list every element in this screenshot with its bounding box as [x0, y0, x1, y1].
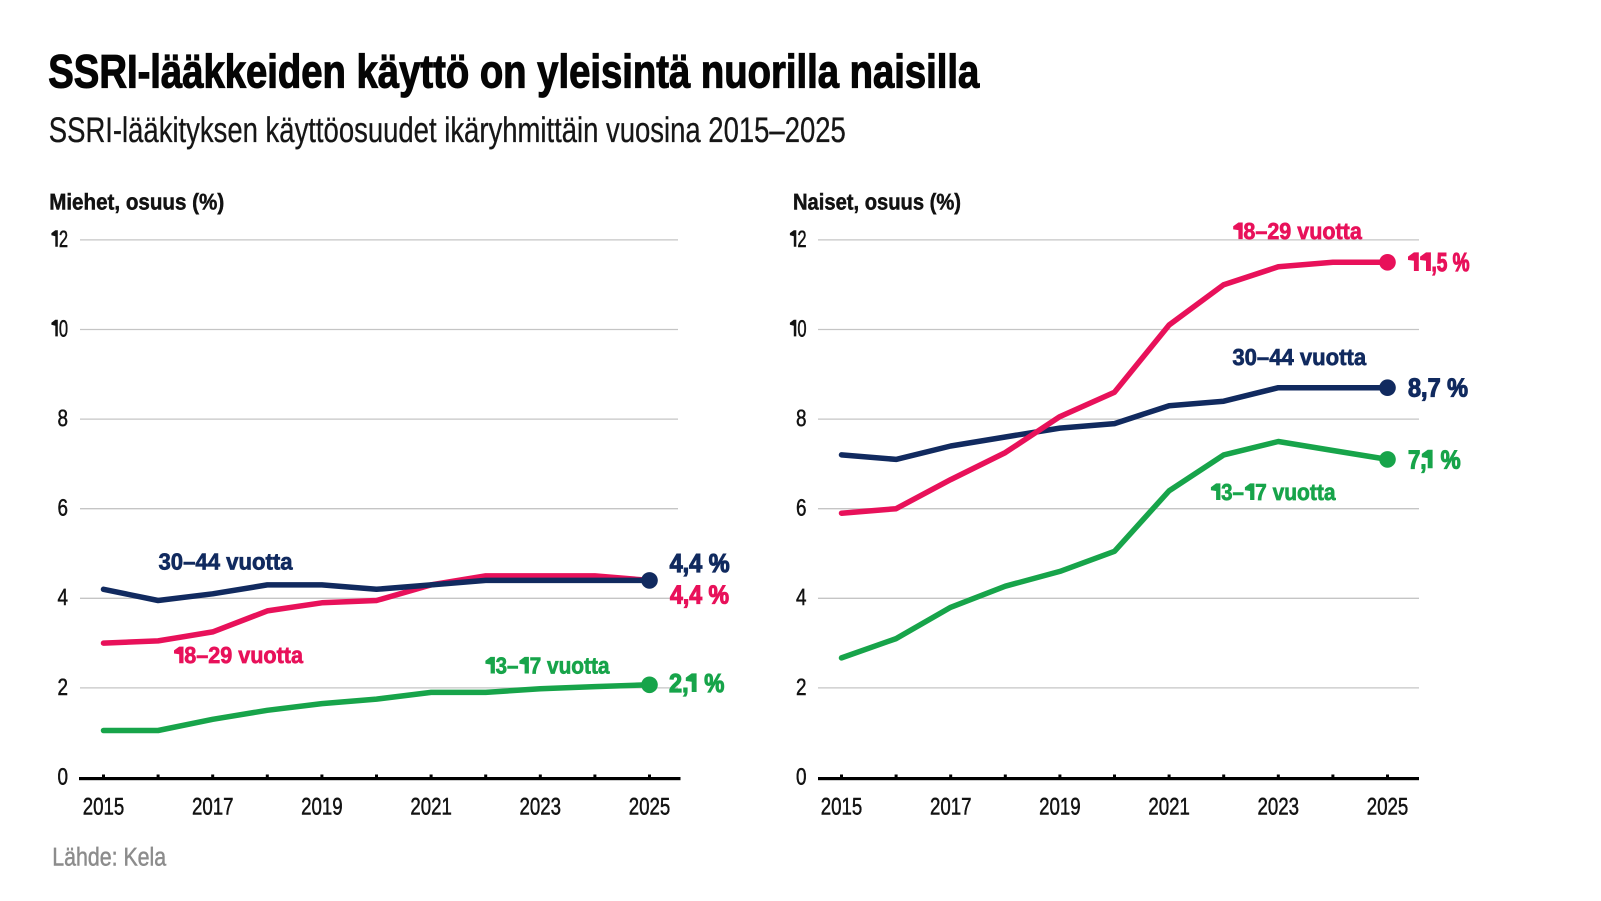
svg-text:2017: 2017 [192, 794, 234, 821]
svg-text:30–44 vuotta: 30–44 vuotta [159, 549, 294, 575]
svg-text:2021: 2021 [410, 794, 452, 821]
svg-text:Miehet, osuus (%): Miehet, osuus (%) [49, 188, 224, 214]
svg-text:SSRI-lääkkeiden käyttö on ylei: SSRI-lääkkeiden käyttö on yleisintä nuor… [48, 45, 980, 98]
svg-text:2015: 2015 [821, 794, 863, 821]
svg-text:0: 0 [796, 763, 807, 789]
svg-text:0: 0 [59, 315, 68, 341]
svg-text:Naiset, osuus (%): Naiset, osuus (%) [793, 188, 961, 214]
svg-text:2025: 2025 [1367, 794, 1409, 821]
svg-text:4: 4 [58, 584, 69, 610]
svg-text:4,4 %: 4,4 % [670, 579, 729, 609]
svg-text:6: 6 [58, 495, 69, 521]
svg-text:2: 2 [59, 226, 68, 252]
svg-text:8: 8 [58, 405, 69, 431]
svg-text:8: 8 [796, 405, 807, 431]
svg-text:2,: 2, [669, 668, 689, 698]
svg-text:2015: 2015 [83, 794, 125, 821]
svg-text:7 vuotta: 7 vuotta [530, 653, 611, 679]
svg-text:2023: 2023 [520, 794, 562, 821]
svg-text:8–29 vuotta: 8–29 vuotta [184, 642, 304, 668]
svg-text:2025: 2025 [629, 794, 671, 821]
svg-text:2021: 2021 [1148, 794, 1190, 821]
svg-text:4,4 %: 4,4 % [670, 548, 730, 578]
svg-text:,5 %: ,5 % [1432, 247, 1470, 277]
svg-text:2: 2 [58, 674, 69, 700]
svg-text:2: 2 [796, 674, 807, 700]
svg-text:%: % [704, 668, 724, 698]
svg-text:3–: 3– [496, 653, 519, 679]
svg-text:3–: 3– [1221, 479, 1244, 505]
svg-text:4: 4 [796, 584, 807, 610]
svg-text:7,: 7, [1408, 444, 1427, 474]
svg-text:%: % [1441, 444, 1461, 474]
svg-text:2017: 2017 [930, 794, 972, 821]
svg-text:8,7 %: 8,7 % [1408, 373, 1468, 403]
svg-text:SSRI-lääkityksen käyttöosuudet: SSRI-lääkityksen käyttöosuudet ikäryhmit… [49, 110, 846, 150]
svg-text:2: 2 [797, 226, 806, 252]
svg-text:6: 6 [796, 495, 807, 521]
svg-text:8–29 vuotta: 8–29 vuotta [1243, 218, 1362, 244]
svg-text:2019: 2019 [301, 794, 343, 821]
svg-text:2019: 2019 [1039, 794, 1081, 821]
svg-text:2023: 2023 [1258, 794, 1300, 821]
svg-text:Lähde: Kela: Lähde: Kela [52, 843, 167, 871]
svg-text:7 vuotta: 7 vuotta [1255, 479, 1336, 505]
svg-text:0: 0 [797, 315, 806, 341]
svg-text:0: 0 [58, 763, 69, 789]
svg-text:30–44 vuotta: 30–44 vuotta [1232, 344, 1367, 370]
